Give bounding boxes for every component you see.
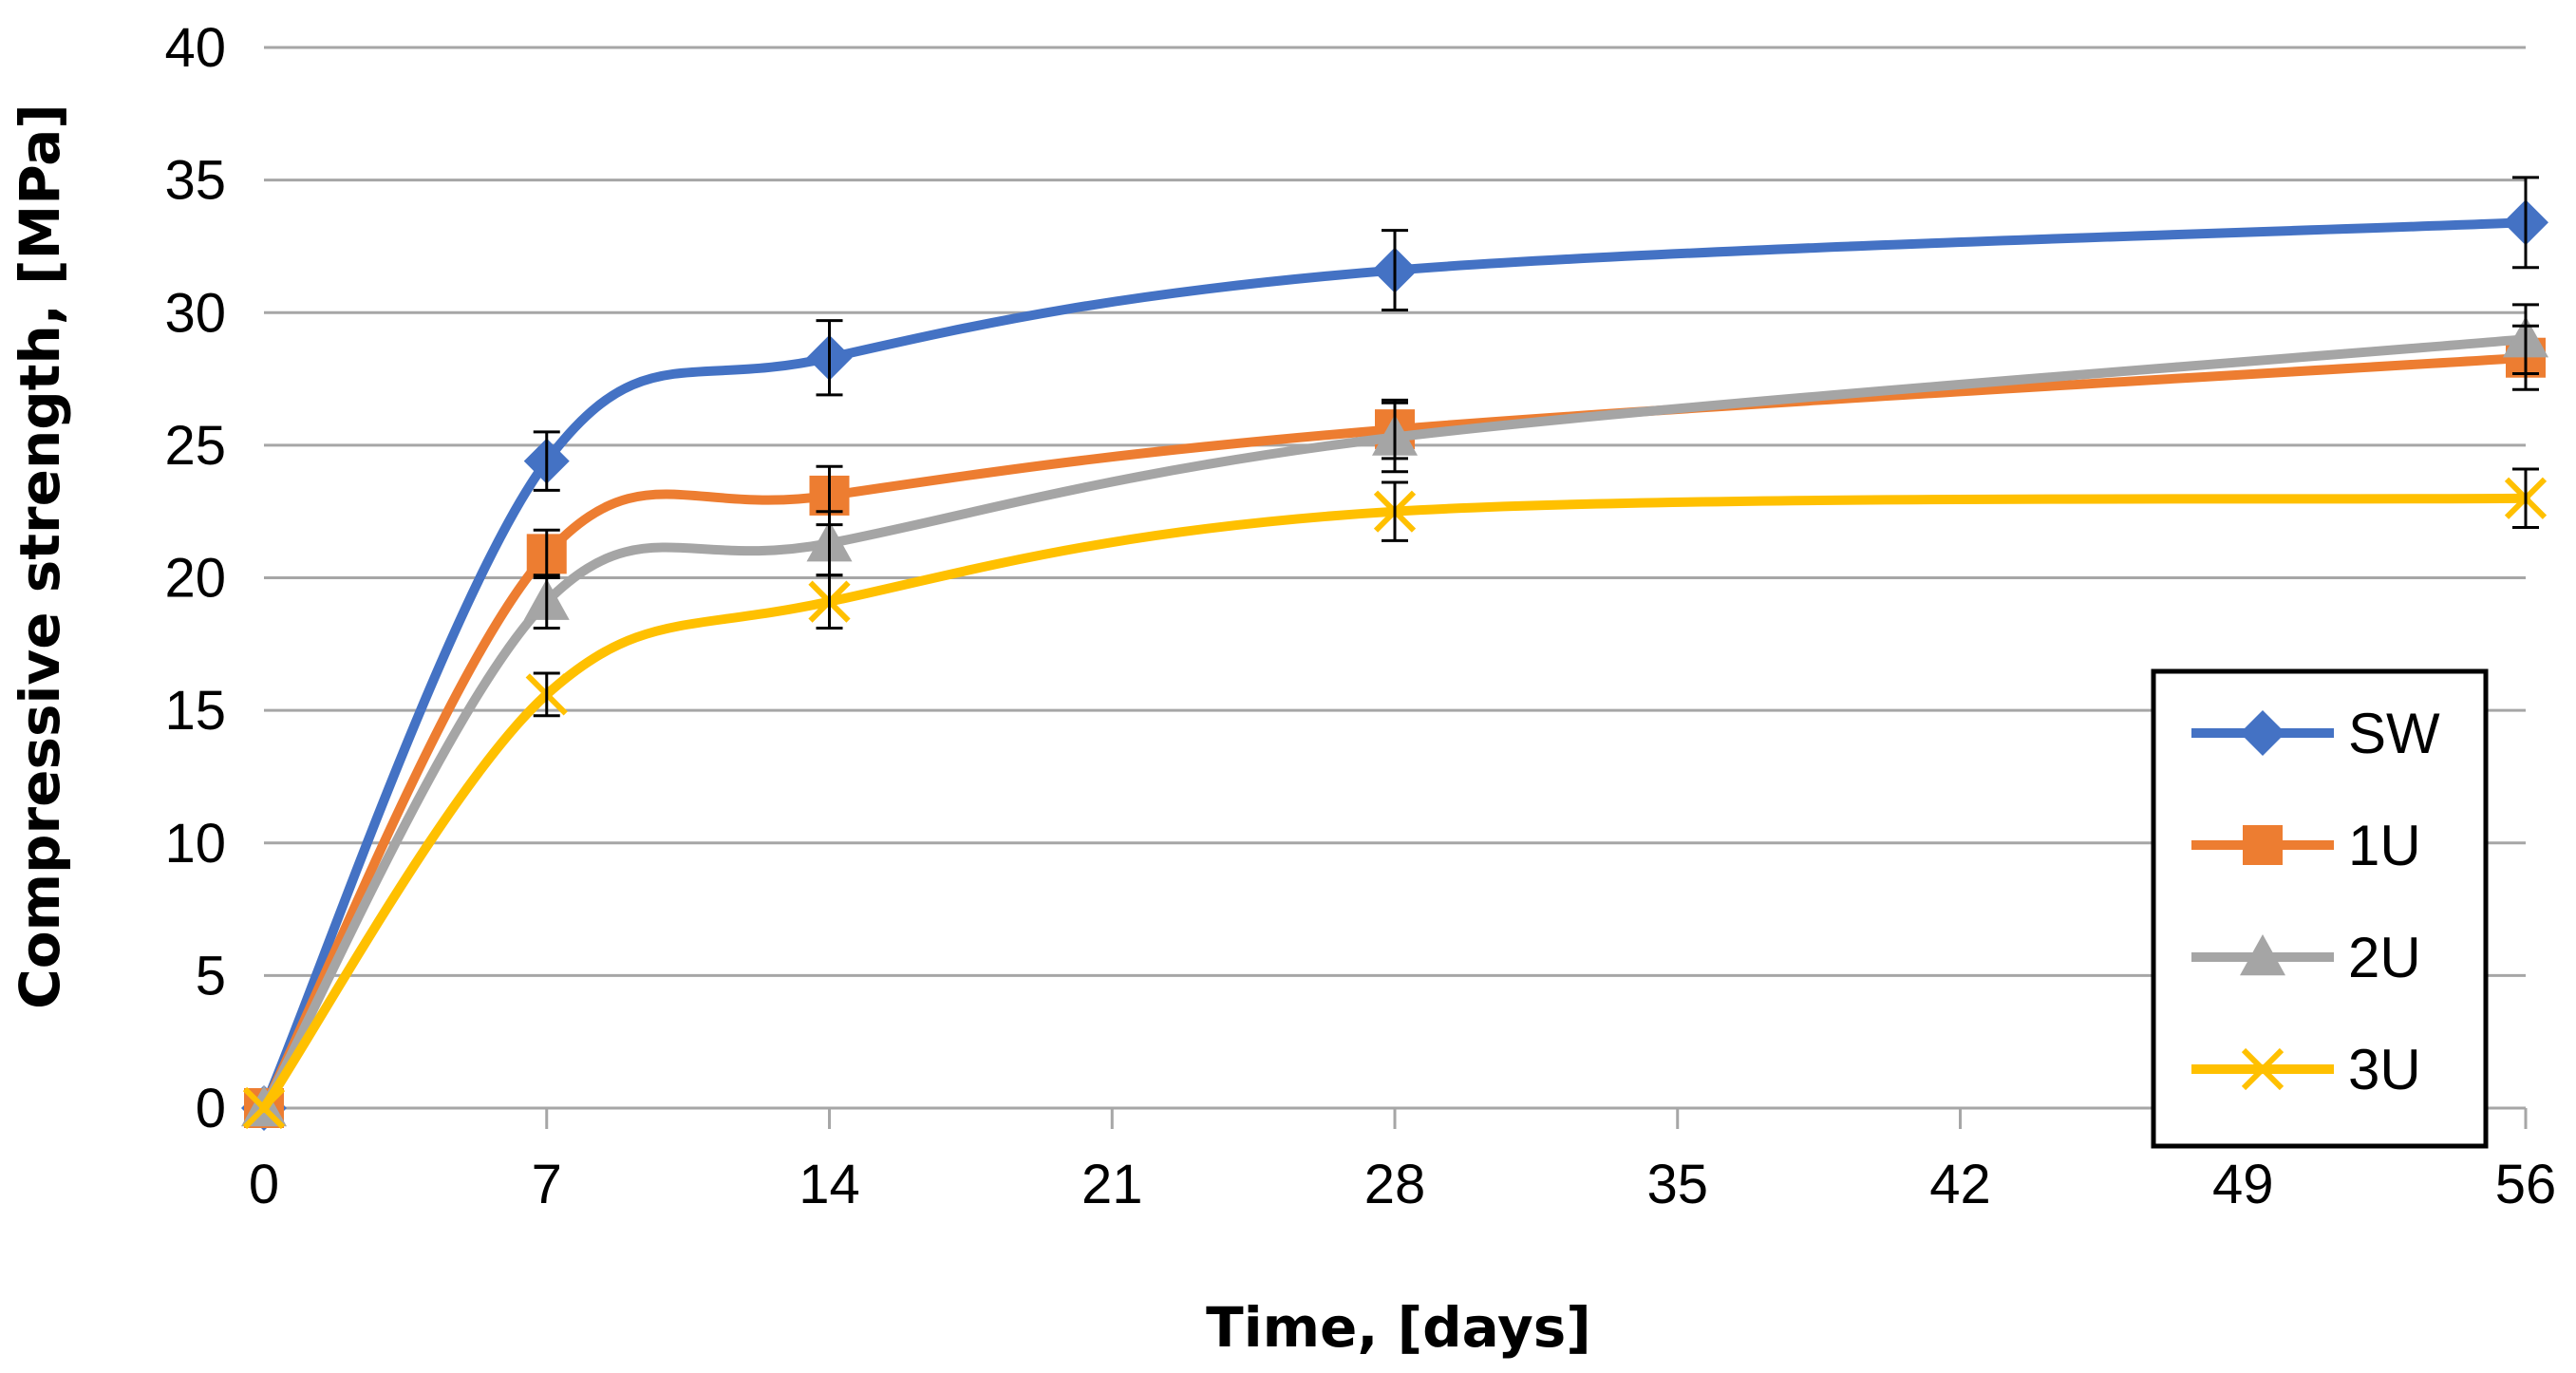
error-bar-SW-28 <box>1382 229 1408 311</box>
x-tick-label-0: 0 <box>249 1154 279 1215</box>
x-tick-label-42: 42 <box>1929 1154 1991 1215</box>
y-tick-label-5: 5 <box>196 945 226 1006</box>
error-bar-2U-28 <box>1382 401 1408 474</box>
y-tick-label-40: 40 <box>164 17 226 79</box>
series-line-SW <box>259 217 2530 1113</box>
error-bars-SW <box>533 176 2539 492</box>
error-bar-3U-7 <box>533 671 560 718</box>
error-bar-2U-56 <box>2512 303 2539 375</box>
legend-swatch-marker-2U <box>2240 934 2285 976</box>
legend-item-SW: SW <box>2191 702 2440 765</box>
legend-item-3U: 3U <box>2191 1038 2421 1101</box>
y-tick-label-25: 25 <box>164 415 226 477</box>
x-axis-tick-labels: 0 7 14 21 28 35 42 49 56 <box>249 1154 2556 1215</box>
y-tick-label-20: 20 <box>164 548 226 610</box>
legend-label-1U: 1U <box>2348 814 2421 877</box>
legend-swatch-marker-SW <box>2240 710 2285 756</box>
y-tick-label-30: 30 <box>164 282 226 344</box>
error-bars-2U <box>533 303 2539 630</box>
x-tick-label-14: 14 <box>799 1154 860 1215</box>
error-bar-2U-7 <box>533 574 560 630</box>
legend-label-3U: 3U <box>2348 1038 2421 1101</box>
error-bar-3U-56 <box>2512 467 2539 529</box>
x-tick-label-21: 21 <box>1081 1154 1143 1215</box>
y-tick-label-0: 0 <box>196 1078 226 1139</box>
legend-item-1U: 1U <box>2191 814 2421 877</box>
y-tick-label-15: 15 <box>164 680 226 742</box>
legend-swatch-marker-3U-stroke-b <box>2241 1047 2285 1091</box>
error-bar-3U-14 <box>816 574 843 630</box>
series-group <box>241 176 2548 1131</box>
y-axis-title: Compressive strength, [MPa] <box>8 103 72 1009</box>
error-bar-3U-28 <box>1382 480 1408 542</box>
legend-item-2U: 2U <box>2191 926 2421 989</box>
series-line-3U <box>259 493 2530 1113</box>
error-bars-3U <box>533 467 2539 718</box>
legend-label-2U: 2U <box>2348 926 2421 989</box>
error-bar-SW-7 <box>533 430 560 492</box>
x-tick-label-49: 49 <box>2212 1154 2274 1215</box>
x-tick-label-7: 7 <box>532 1154 562 1215</box>
y-axis-tick-labels: 0 5 10 15 20 25 30 35 40 <box>164 17 226 1139</box>
legend-swatch-marker-1U <box>2243 825 2283 865</box>
legend: SW 1U 2U 3U <box>2151 668 2489 1149</box>
point-3U-0-stroke-b <box>242 1086 286 1130</box>
x-axis <box>262 1106 2528 1129</box>
y-tick-label-35: 35 <box>164 150 226 212</box>
legend-swatch-marker-3U <box>2241 1047 2285 1091</box>
x-axis-title: Time, [days] <box>1206 1295 1591 1360</box>
x-tick-label-28: 28 <box>1364 1154 1426 1215</box>
error-bar-SW-56 <box>2512 176 2539 270</box>
y-tick-label-10: 10 <box>164 813 226 875</box>
point-3U-0 <box>242 1086 286 1130</box>
x-tick-label-56: 56 <box>2495 1154 2557 1215</box>
error-bar-SW-14 <box>816 319 843 397</box>
series-line-1U <box>259 352 2530 1113</box>
legend-label-SW: SW <box>2348 702 2440 765</box>
series-line-2U <box>259 334 2530 1113</box>
x-tick-label-35: 35 <box>1646 1154 1708 1215</box>
